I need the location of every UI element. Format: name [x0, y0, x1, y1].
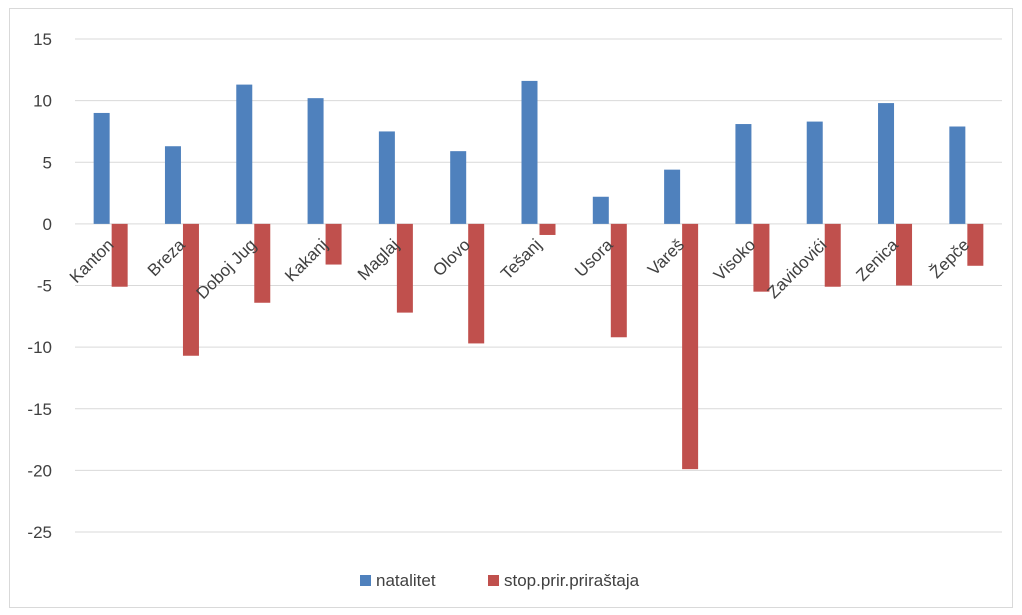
category-label: Usora: [571, 235, 617, 281]
bar-natalitet-0: [93, 112, 110, 224]
bar-stop-2: [254, 223, 271, 303]
category-label: Kanton: [66, 235, 118, 287]
bar-stop-0: [111, 223, 128, 287]
bar-stop-4: [396, 223, 413, 313]
y-tick-label: -10: [27, 338, 52, 357]
category-label: Tešanj: [497, 235, 545, 283]
y-tick-label: 5: [43, 153, 52, 172]
bar-natalitet-6: [521, 80, 538, 224]
y-tick-label: -5: [37, 277, 52, 296]
legend-swatch: [488, 575, 499, 586]
y-tick-label: -20: [27, 461, 52, 480]
bar-stop-8: [682, 223, 699, 470]
legend-swatch: [360, 575, 371, 586]
bar-natalitet-9: [735, 124, 752, 224]
category-label: Žepče: [926, 235, 973, 282]
bar-stop-12: [967, 223, 984, 266]
y-tick-label: -15: [27, 400, 52, 419]
bar-natalitet-12: [949, 126, 966, 224]
bar-stop-1: [182, 223, 199, 356]
bar-natalitet-3: [307, 98, 324, 224]
bar-natalitet-1: [164, 146, 181, 224]
y-tick-label: -25: [27, 523, 52, 542]
bar-stop-6: [539, 223, 556, 235]
bar-stop-3: [325, 223, 342, 265]
category-label: Visoko: [710, 235, 759, 284]
bar-natalitet-8: [664, 169, 681, 224]
category-label: Maglaj: [354, 235, 403, 284]
bar-natalitet-7: [592, 196, 609, 224]
chart-frame: [9, 8, 1013, 608]
category-label: Breza: [144, 235, 189, 280]
bar-natalitet-5: [450, 151, 467, 224]
bar-stop-11: [896, 223, 913, 286]
bar-natalitet-10: [806, 121, 823, 224]
category-label: Zenica: [852, 235, 902, 285]
category-label: Olovo: [429, 235, 474, 280]
category-label: Vareš: [644, 235, 688, 279]
bar-natalitet-2: [236, 84, 253, 224]
bar-stop-9: [753, 223, 770, 292]
bar-stop-5: [468, 223, 485, 344]
y-tick-label: 0: [43, 215, 52, 234]
bar-stop-7: [610, 223, 627, 338]
bar-stop-10: [824, 223, 841, 287]
bar-natalitet-4: [378, 131, 395, 224]
legend-label: natalitet: [376, 571, 436, 590]
legend-label: stop.prir.priraštaja: [504, 571, 640, 590]
category-label: Doboj Jug: [193, 235, 261, 303]
y-tick-label: 15: [33, 30, 52, 49]
bar-natalitet-11: [878, 103, 895, 224]
category-label: Zavidovići: [764, 235, 831, 302]
category-label: Kakanj: [281, 235, 331, 285]
y-tick-label: 10: [33, 92, 52, 111]
